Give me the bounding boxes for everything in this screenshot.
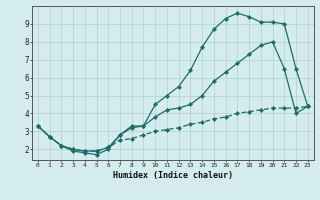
X-axis label: Humidex (Indice chaleur): Humidex (Indice chaleur) [113, 171, 233, 180]
